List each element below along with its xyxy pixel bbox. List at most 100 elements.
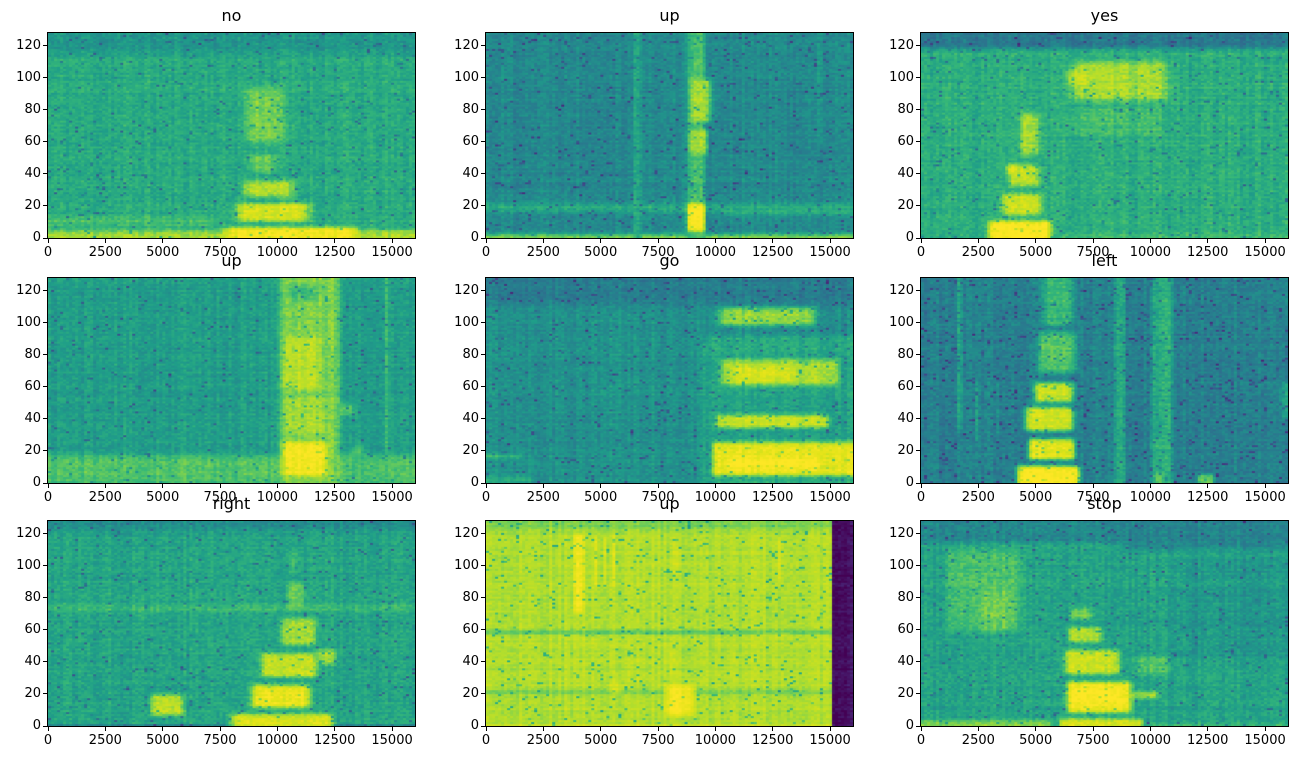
y-tick-label: 100: [454, 69, 479, 85]
y-tick-mark: [481, 482, 485, 484]
y-tick-label: 100: [16, 557, 41, 573]
y-tick-mark: [43, 354, 47, 356]
y-tick-label: 0: [905, 718, 914, 733]
y-tick-mark: [481, 450, 485, 452]
y-tick-mark: [481, 533, 485, 535]
y-tick-label: 60: [897, 621, 914, 637]
y-tick-label: 20: [897, 442, 914, 458]
y-tick-label: 120: [16, 525, 41, 541]
x-tick-label: 12500: [314, 490, 356, 505]
x-tick-mark: [219, 239, 221, 243]
x-tick-label: 2500: [526, 490, 560, 505]
x-tick-label: 2500: [88, 733, 122, 748]
x-tick-label: 15000: [371, 490, 413, 505]
y-tick-label: 40: [462, 410, 479, 426]
x-tick-mark: [104, 484, 106, 488]
y-tick-label: 120: [454, 525, 479, 541]
x-tick-mark: [542, 484, 544, 488]
x-tick-label: 2500: [961, 245, 995, 260]
y-tick-mark: [43, 141, 47, 143]
spectrogram-canvas: [48, 33, 415, 238]
x-tick-mark: [104, 239, 106, 243]
x-tick-label: 15000: [809, 245, 851, 260]
x-tick-mark: [1092, 239, 1094, 243]
y-tick-label: 120: [889, 37, 914, 53]
x-tick-mark: [47, 484, 49, 488]
x-tick-label: 12500: [1187, 245, 1229, 260]
x-tick-mark: [162, 239, 164, 243]
x-tick-label: 12500: [314, 733, 356, 748]
y-tick-label: 0: [470, 475, 479, 490]
y-tick-mark: [916, 386, 920, 388]
x-tick-label: 10000: [694, 490, 737, 505]
x-tick-mark: [162, 727, 164, 731]
x-tick-label: 15000: [1244, 490, 1286, 505]
y-tick-label: 40: [897, 653, 914, 669]
y-tick-mark: [481, 597, 485, 599]
subplot-title: up: [221, 251, 242, 270]
spectrogram-canvas: [486, 33, 853, 238]
y-tick-label: 40: [462, 653, 479, 669]
y-tick-mark: [916, 597, 920, 599]
y-tick-label: 80: [897, 589, 914, 605]
x-tick-label: 2500: [961, 490, 995, 505]
x-tick-mark: [276, 484, 278, 488]
x-tick-label: 0: [43, 733, 53, 748]
x-tick-label: 5000: [584, 490, 618, 505]
subplot-0-no: no 0 2500 5000 7500 10000 12500 15000 0 20 40 60 80 1…: [16, 6, 416, 260]
x-tick-label: 15000: [1244, 733, 1286, 748]
x-tick-label: 12500: [752, 245, 794, 260]
x-tick-mark: [334, 484, 336, 488]
subplot-4-go: go 0 2500 5000 7500 10000 12500 15000 0 20 40 60 80 1…: [454, 251, 854, 505]
x-tick-mark: [485, 484, 487, 488]
x-tick-mark: [1149, 727, 1151, 731]
subplot-5-left: left 0 2500 5000 7500 10000 12500 15000 0 20 40 60 8…: [889, 251, 1289, 505]
y-tick-label: 100: [16, 69, 41, 85]
x-tick-mark: [1092, 727, 1094, 731]
x-tick-mark: [334, 239, 336, 243]
x-tick-label: 0: [481, 733, 491, 748]
x-tick-mark: [1149, 239, 1151, 243]
x-tick-mark: [1264, 727, 1266, 731]
x-tick-label: 0: [481, 245, 491, 260]
x-tick-mark: [600, 727, 602, 731]
y-tick-mark: [481, 290, 485, 292]
y-tick-label: 100: [889, 557, 914, 573]
x-tick-mark: [1092, 484, 1094, 488]
x-tick-label: 10000: [256, 490, 299, 505]
spectrogram-canvas: [921, 33, 1288, 238]
y-tick-mark: [43, 77, 47, 79]
spectrogram-canvas: [48, 521, 415, 726]
x-tick-mark: [772, 727, 774, 731]
x-tick-mark: [1207, 727, 1209, 731]
y-tick-label: 100: [454, 314, 479, 330]
x-tick-mark: [391, 727, 393, 731]
y-tick-mark: [916, 141, 920, 143]
y-tick-mark: [481, 629, 485, 631]
y-tick-mark: [916, 45, 920, 47]
x-tick-mark: [219, 484, 221, 488]
y-tick-label: 60: [462, 621, 479, 637]
y-tick-mark: [916, 482, 920, 484]
y-tick-mark: [43, 629, 47, 631]
y-tick-label: 120: [454, 282, 479, 298]
y-tick-label: 80: [24, 101, 41, 117]
y-tick-label: 60: [897, 378, 914, 394]
x-tick-label: 15000: [371, 245, 413, 260]
x-tick-label: 7500: [1076, 490, 1110, 505]
subplot-title: left: [1091, 251, 1118, 270]
y-tick-label: 60: [462, 378, 479, 394]
x-tick-label: 12500: [1187, 733, 1229, 748]
subplot-6-right: right 0 2500 5000 7500 10000 12500 15000 0 20 40 60…: [16, 494, 416, 748]
y-tick-mark: [481, 725, 485, 727]
y-tick-label: 0: [32, 230, 41, 245]
x-tick-label: 2500: [88, 490, 122, 505]
y-tick-label: 40: [897, 165, 914, 181]
x-tick-label: 0: [916, 733, 926, 748]
y-tick-mark: [481, 45, 485, 47]
x-tick-mark: [219, 727, 221, 731]
y-tick-label: 80: [897, 101, 914, 117]
x-tick-label: 5000: [1019, 490, 1053, 505]
y-tick-mark: [916, 173, 920, 175]
